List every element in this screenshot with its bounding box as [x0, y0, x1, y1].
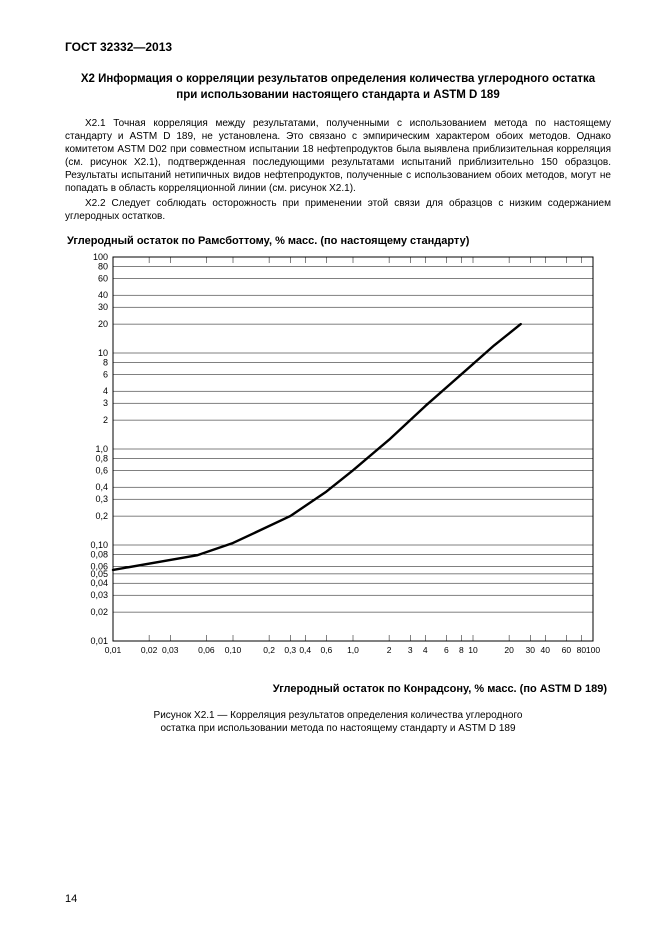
svg-text:40: 40: [541, 645, 551, 655]
figure-x2-1: Углеродный остаток по Рамсботтому, % мас…: [65, 235, 611, 695]
svg-text:0,06: 0,06: [90, 561, 108, 571]
svg-text:100: 100: [586, 645, 600, 655]
chart-plot-area: 0,010,020,030,040,050,060,080,100,20,30,…: [65, 251, 605, 681]
svg-text:1,0: 1,0: [95, 444, 108, 454]
chart-y-axis-title: Углеродный остаток по Рамсботтому, % мас…: [67, 235, 611, 247]
paragraph-x2-2: Х2.2 Следует соблюдать осторожность при …: [65, 197, 611, 223]
section-title-line1: Х2 Информация о корреляции результатов о…: [81, 73, 595, 85]
svg-text:20: 20: [98, 319, 108, 329]
section-title-line2: при использовании настоящего стандарта и…: [176, 89, 499, 101]
svg-text:0,01: 0,01: [105, 645, 122, 655]
svg-text:60: 60: [562, 645, 572, 655]
chart-x-axis-title: Углеродный остаток по Конрадсону, % масс…: [65, 683, 611, 695]
svg-text:30: 30: [98, 302, 108, 312]
svg-text:1,0: 1,0: [347, 645, 359, 655]
page: ГОСТ 32332—2013 Х2 Информация о корреляц…: [0, 0, 661, 935]
section-title: Х2 Информация о корреляции результатов о…: [75, 72, 601, 103]
svg-text:0,3: 0,3: [284, 645, 296, 655]
paragraph-x2-1: Х2.1 Точная корреляция между результатам…: [65, 117, 611, 195]
svg-text:0,4: 0,4: [95, 482, 108, 492]
svg-text:3: 3: [103, 398, 108, 408]
svg-text:0,6: 0,6: [320, 645, 332, 655]
svg-text:10: 10: [98, 348, 108, 358]
svg-text:0,08: 0,08: [90, 549, 108, 559]
chart-svg: 0,010,020,030,040,050,060,080,100,20,30,…: [65, 251, 605, 681]
svg-text:4: 4: [103, 386, 108, 396]
svg-text:30: 30: [526, 645, 536, 655]
svg-text:0,6: 0,6: [95, 465, 108, 475]
svg-text:4: 4: [423, 645, 428, 655]
svg-text:0,10: 0,10: [225, 645, 242, 655]
svg-text:0,03: 0,03: [90, 590, 108, 600]
svg-text:20: 20: [504, 645, 514, 655]
svg-text:2: 2: [103, 415, 108, 425]
svg-text:0,8: 0,8: [95, 453, 108, 463]
svg-text:0,2: 0,2: [95, 511, 108, 521]
page-number: 14: [65, 893, 77, 905]
svg-text:80: 80: [577, 645, 587, 655]
svg-text:8: 8: [103, 357, 108, 367]
svg-text:60: 60: [98, 273, 108, 283]
svg-text:40: 40: [98, 290, 108, 300]
svg-text:0,3: 0,3: [95, 494, 108, 504]
svg-text:0,04: 0,04: [90, 578, 108, 588]
svg-text:3: 3: [408, 645, 413, 655]
svg-text:6: 6: [444, 645, 449, 655]
svg-text:8: 8: [459, 645, 464, 655]
svg-text:80: 80: [98, 261, 108, 271]
document-id: ГОСТ 32332—2013: [65, 40, 611, 54]
figure-caption: Рисунок Х2.1 — Корреляция результатов оп…: [65, 709, 611, 735]
svg-text:0,2: 0,2: [263, 645, 275, 655]
svg-text:0,10: 0,10: [90, 540, 108, 550]
svg-text:0,03: 0,03: [162, 645, 179, 655]
svg-text:0,02: 0,02: [90, 607, 108, 617]
svg-text:6: 6: [103, 369, 108, 379]
svg-text:2: 2: [387, 645, 392, 655]
svg-text:0,4: 0,4: [299, 645, 311, 655]
svg-text:100: 100: [93, 252, 108, 262]
svg-text:10: 10: [468, 645, 478, 655]
svg-text:0,02: 0,02: [141, 645, 158, 655]
svg-text:0,06: 0,06: [198, 645, 215, 655]
